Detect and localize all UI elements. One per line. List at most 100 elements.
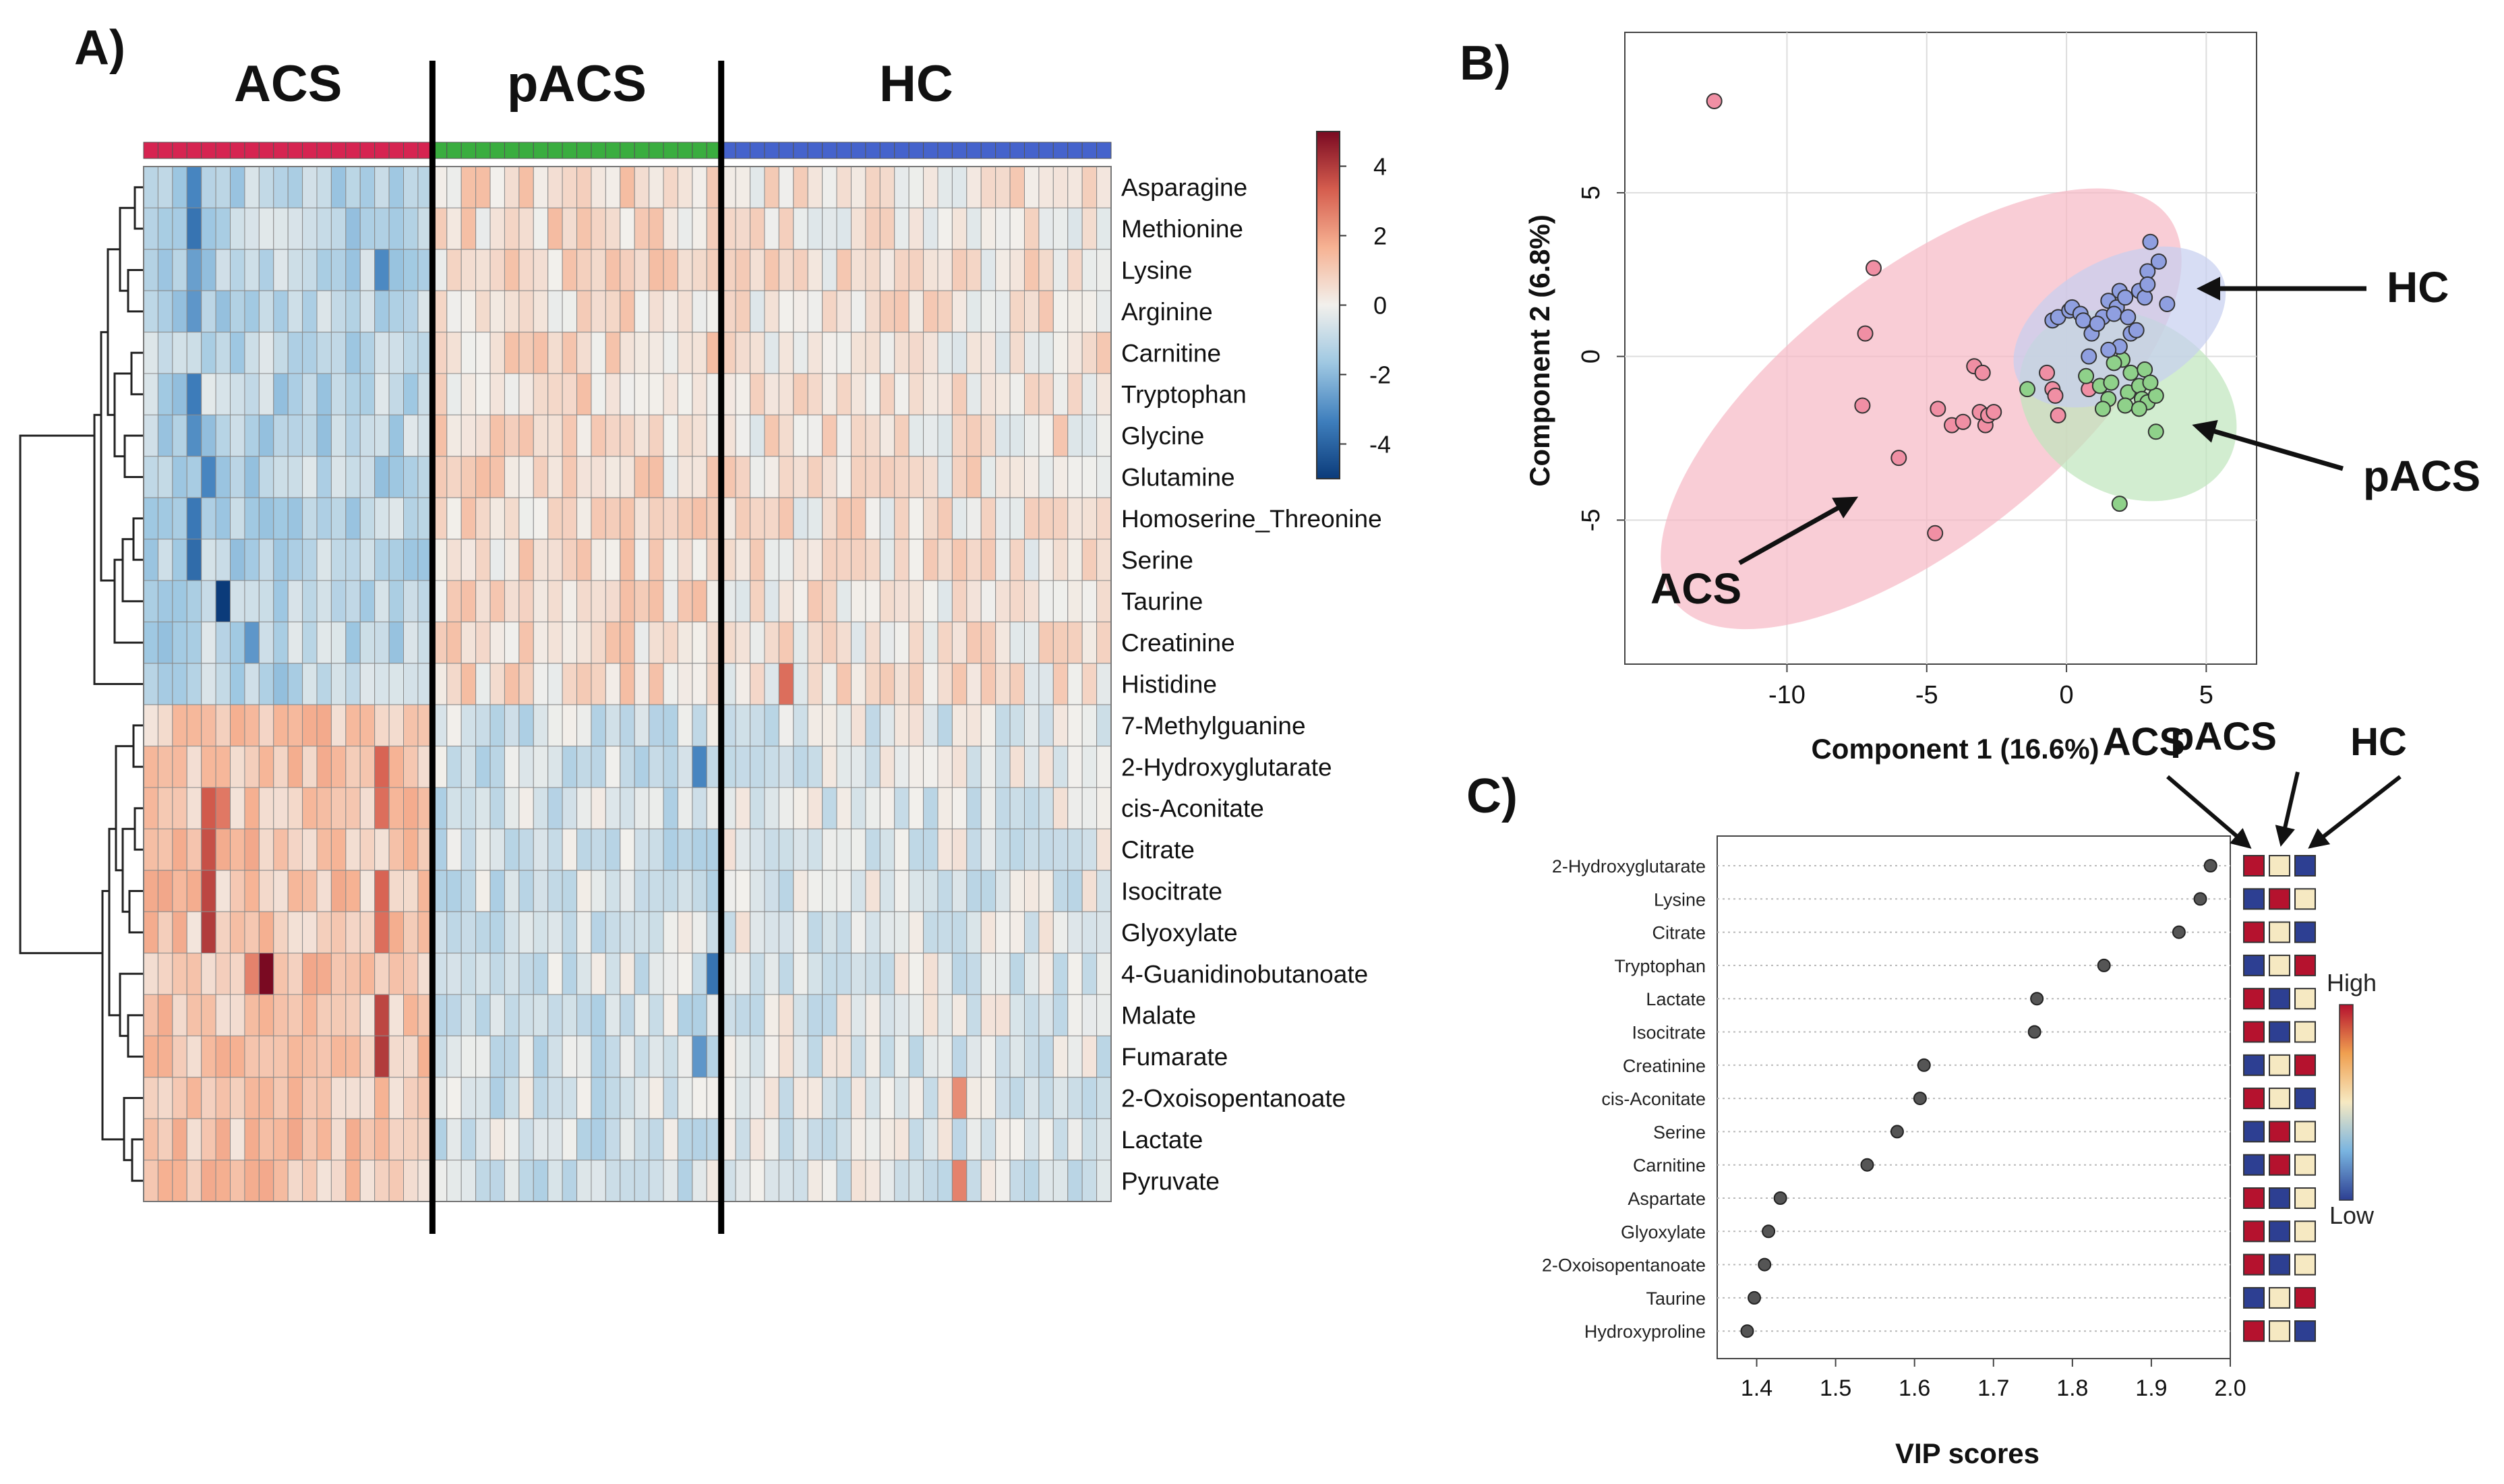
heatmap-cell — [143, 787, 158, 829]
heatmap-cell — [547, 580, 563, 622]
group-bar-cell — [316, 142, 332, 159]
vip-xtick-label: 1.5 — [1820, 1375, 1851, 1401]
group-bar-cell — [677, 142, 693, 159]
heatmap-cell — [634, 1035, 650, 1078]
heatmap-cell — [951, 663, 967, 705]
heatmap-cell — [807, 746, 823, 788]
heatmap-cell — [807, 414, 823, 457]
heatmap-cell — [359, 1160, 376, 1202]
heatmap-cell — [1009, 456, 1025, 498]
heatmap-cell — [937, 746, 953, 788]
heatmap-cell — [879, 539, 895, 581]
heatmap-cell — [692, 663, 707, 705]
panel-c-label: C) — [1466, 769, 1518, 823]
heatmap-cell — [316, 332, 332, 374]
heatmap-cell — [273, 1160, 289, 1202]
heatmap-cell — [345, 414, 361, 457]
heatmap-cell — [388, 663, 405, 705]
heatmap-cell — [273, 828, 289, 871]
heatmap-cell — [1009, 1118, 1025, 1161]
heatmap-cell — [388, 1118, 405, 1161]
heatmap-cell — [201, 332, 216, 374]
heatmap-cell — [576, 373, 592, 415]
heatmap-cell — [591, 373, 606, 415]
heatmap-cell — [649, 746, 664, 788]
heatmap-cell — [980, 332, 996, 374]
heatmap-cell — [620, 953, 635, 995]
group-bar-cell — [894, 142, 910, 159]
heatmap-cell — [504, 414, 520, 457]
heatmap-cell — [533, 621, 549, 664]
heatmap-cell — [649, 373, 664, 415]
heatmap-cell — [186, 911, 202, 954]
heatmap-cell — [374, 290, 390, 333]
heatmap-cell — [576, 828, 592, 871]
heatmap-cell — [446, 332, 462, 374]
heatmap-cell — [735, 332, 751, 374]
heatmap-cell — [302, 290, 318, 333]
heatmap-cell — [576, 1118, 592, 1161]
heatmap-cell — [663, 746, 678, 788]
heatmap-cell — [157, 373, 173, 415]
heatmap-cell — [345, 746, 361, 788]
heatmap-cell — [1038, 580, 1054, 622]
heatmap-cell — [460, 787, 477, 829]
heatmap-cell — [446, 704, 462, 747]
heatmap-cell — [562, 166, 578, 208]
row-label: 7-Methylguanine — [1121, 712, 1306, 740]
heatmap-cell — [894, 787, 910, 829]
heatmap-cell — [778, 828, 794, 871]
heatmap-cell — [518, 290, 534, 333]
group-bar-cell — [215, 142, 231, 159]
heatmap-cell — [923, 704, 938, 747]
dendrogram-branch — [123, 1097, 144, 1162]
heatmap-cell — [533, 456, 549, 498]
heatmap-cell — [489, 332, 505, 374]
heatmap-cell — [374, 994, 390, 1036]
heatmap-cell — [230, 249, 245, 291]
heatmap-cell — [374, 1077, 390, 1119]
panel-b-label: B) — [1460, 36, 1511, 90]
heatmap-cell — [865, 414, 881, 457]
heatmap-cell — [273, 497, 289, 540]
heatmap-cell — [764, 414, 779, 457]
heatmap-cell — [533, 953, 549, 995]
heatmap-cell — [995, 870, 1011, 912]
heatmap-cell — [143, 621, 158, 664]
heatmap-cell — [1023, 539, 1040, 581]
heatmap-cell — [172, 663, 187, 705]
heatmap-cell — [143, 663, 158, 705]
heatmap-cell — [879, 373, 895, 415]
heatmap-cell — [388, 911, 405, 954]
heatmap-cell — [1038, 1035, 1054, 1078]
heatmap-cell — [504, 663, 520, 705]
heatmap-cell — [359, 497, 376, 540]
heatmap-cell — [230, 166, 245, 208]
heatmap-cell — [172, 539, 187, 581]
vip-group-level-cell — [2269, 1220, 2290, 1243]
heatmap-cell — [966, 870, 982, 912]
heatmap-cell — [273, 249, 289, 291]
heatmap-cell — [620, 911, 635, 954]
heatmap-cell — [923, 746, 938, 788]
heatmap-cell — [460, 249, 477, 291]
heatmap-cell — [302, 580, 318, 622]
heatmap-cell — [764, 1118, 779, 1161]
heatmap-cell — [359, 166, 376, 208]
heatmap-cell — [1052, 828, 1069, 871]
heatmap-cell — [836, 621, 852, 664]
heatmap-cell — [778, 787, 794, 829]
heatmap-cell — [143, 1118, 158, 1161]
heatmap-cell — [388, 580, 405, 622]
heatmap-cell — [692, 621, 707, 664]
heatmap-cell — [750, 621, 765, 664]
heatmap-cell — [764, 1077, 779, 1119]
heatmap-cell — [287, 1077, 303, 1119]
heatmap-cell — [576, 249, 592, 291]
heatmap-cell — [388, 994, 405, 1036]
heatmap-cell — [764, 1035, 779, 1078]
heatmap-cell — [995, 580, 1011, 622]
point-hc — [2120, 309, 2137, 326]
heatmap-cell — [302, 207, 318, 250]
heatmap-cell — [273, 1035, 289, 1078]
